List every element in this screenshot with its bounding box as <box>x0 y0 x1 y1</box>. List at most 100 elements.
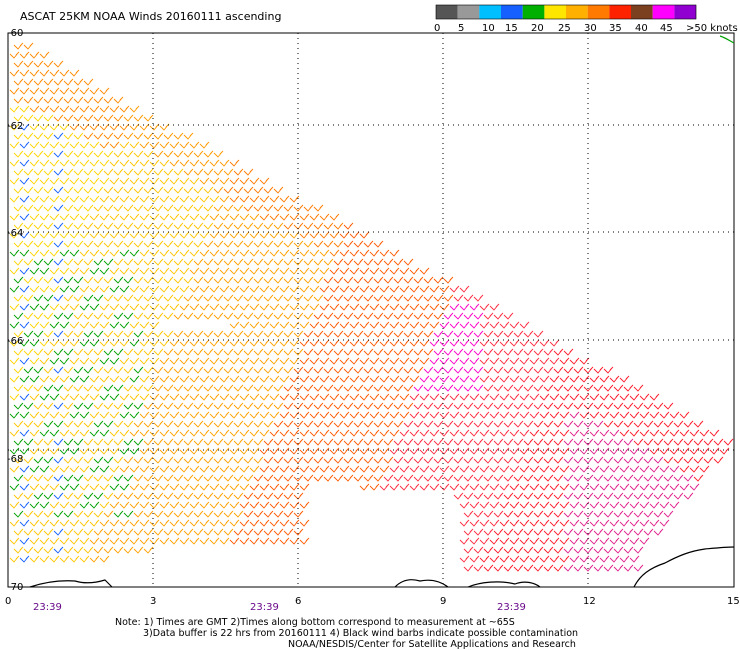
wind-barb <box>29 123 40 131</box>
wind-barb <box>379 483 390 491</box>
wind-barb <box>73 366 84 374</box>
wind-barb <box>373 420 384 428</box>
wind-barb <box>603 510 614 518</box>
wind-barb <box>153 420 164 428</box>
wind-barb <box>393 258 404 266</box>
lon-label-0: 0 <box>5 596 11 607</box>
wind-barb <box>623 564 634 572</box>
wind-barb <box>333 456 344 464</box>
wind-barb <box>213 294 224 302</box>
wind-barb <box>263 294 274 302</box>
wind-barb <box>259 213 270 221</box>
wind-barb <box>49 303 60 311</box>
wind-barb <box>453 366 464 374</box>
wind-barb <box>289 429 300 437</box>
wind-barb <box>229 411 240 419</box>
wind-barb <box>339 447 350 455</box>
wind-barb <box>419 339 430 347</box>
wind-barb <box>9 411 20 419</box>
wind-barb <box>359 465 370 473</box>
wind-barb <box>99 141 110 149</box>
wind-barb <box>13 168 24 176</box>
wind-barb <box>353 474 364 482</box>
wind-barb <box>413 312 424 320</box>
wind-barb <box>159 213 170 221</box>
wind-barb <box>509 393 520 401</box>
wind-barb <box>583 474 594 482</box>
wind-barb <box>479 357 490 365</box>
wind-barb <box>429 465 440 473</box>
wind-barb <box>533 564 544 572</box>
wind-barb <box>343 420 354 428</box>
wind-barb <box>379 267 390 275</box>
wind-barb <box>343 240 354 248</box>
wind-barb <box>369 429 380 437</box>
wind-barb <box>199 465 210 473</box>
wind-barb <box>229 519 240 527</box>
wind-barb <box>33 114 44 122</box>
wind-barb <box>483 312 494 320</box>
wind-barb <box>113 96 124 104</box>
wind-barb <box>179 375 190 383</box>
wind-barb <box>443 438 454 446</box>
wind-barb <box>483 420 494 428</box>
wind-barb <box>273 330 284 338</box>
wind-barb <box>269 375 280 383</box>
wind-barb <box>219 231 230 239</box>
wind-barb <box>143 546 154 554</box>
wind-barb <box>399 393 410 401</box>
wind-barb <box>343 384 354 392</box>
wind-barb <box>183 384 194 392</box>
wind-barb <box>539 447 550 455</box>
wind-barb <box>159 447 170 455</box>
wind-barb <box>93 132 104 140</box>
wind-barb <box>63 78 74 86</box>
wind-barb <box>313 276 324 284</box>
wind-barb <box>29 519 40 527</box>
wind-barb <box>143 384 154 392</box>
wind-barb <box>149 177 160 185</box>
wind-barb <box>463 456 474 464</box>
wind-barb <box>609 537 620 545</box>
wind-barb <box>9 537 20 545</box>
wind-barb <box>483 330 494 338</box>
wind-barb <box>149 213 160 221</box>
wind-barb <box>83 474 94 482</box>
wind-barb <box>603 420 614 428</box>
wind-barb <box>263 204 274 212</box>
wind-barb <box>273 294 284 302</box>
wind-barb <box>513 546 524 554</box>
wind-barb <box>593 402 604 410</box>
wind-barb <box>303 456 314 464</box>
wind-barb <box>209 447 220 455</box>
wind-barb <box>583 546 594 554</box>
wind-barb <box>439 285 450 293</box>
wind-barb <box>433 312 444 320</box>
wind-barb <box>53 132 64 140</box>
wind-barb <box>533 456 544 464</box>
wind-barb <box>393 456 404 464</box>
wind-barb <box>93 294 104 302</box>
wind-barb <box>703 456 714 464</box>
wind-barb <box>353 456 364 464</box>
wind-barb <box>249 177 260 185</box>
wind-barb <box>229 357 240 365</box>
wind-barb <box>553 384 564 392</box>
wind-barb <box>483 474 494 482</box>
wind-barb <box>69 483 80 491</box>
wind-barb <box>203 348 214 356</box>
wind-barb <box>119 483 130 491</box>
wind-barb <box>533 348 544 356</box>
wind-barb <box>233 348 244 356</box>
wind-barb <box>79 177 90 185</box>
wind-barb <box>173 222 184 230</box>
wind-barb <box>83 546 94 554</box>
wind-barb <box>39 231 50 239</box>
wind-barb <box>613 564 624 572</box>
wind-barb <box>443 276 454 284</box>
wind-barb <box>559 483 570 491</box>
wind-barb <box>679 465 690 473</box>
wind-barb <box>523 384 534 392</box>
wind-barb <box>179 177 190 185</box>
wind-barb <box>193 456 204 464</box>
